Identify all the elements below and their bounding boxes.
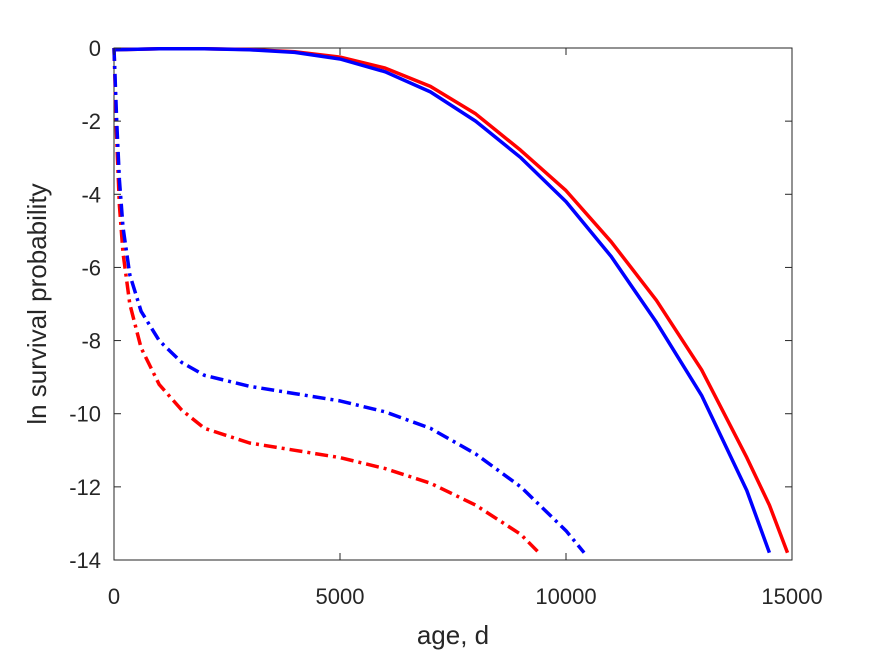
x-tick-label: 0 — [108, 584, 120, 609]
series-line-2 — [113, 46, 772, 554]
y-tick-label: 0 — [89, 36, 101, 61]
y-tick-label: -6 — [81, 255, 101, 280]
series-line-4 — [112, 47, 586, 554]
y-tick-label: -14 — [69, 548, 101, 573]
plot-area: 0 5000 10000 15000 0 -2 -4 -6 -8 -10 -12 -14 — [69, 36, 822, 609]
x-tick-label: 10000 — [535, 584, 596, 609]
series-line-1 — [113, 46, 790, 554]
y-tick-label: -10 — [69, 402, 101, 427]
series-layer — [112, 46, 790, 554]
y-tick-label: -4 — [81, 182, 101, 207]
axes-box — [113, 47, 793, 561]
ticks-layer: 0 5000 10000 15000 0 -2 -4 -6 -8 -10 -12 -14 — [69, 36, 822, 609]
series-line-3 — [112, 47, 541, 554]
y-tick-label: -8 — [81, 329, 101, 354]
y-tick-label: -12 — [69, 475, 101, 500]
y-axis-label: ln survival probability — [22, 183, 52, 424]
y-tick-label: -2 — [81, 109, 101, 134]
x-axis-label: age, d — [417, 620, 489, 650]
x-tick-label: 5000 — [316, 584, 365, 609]
x-tick-label: 15000 — [761, 584, 822, 609]
